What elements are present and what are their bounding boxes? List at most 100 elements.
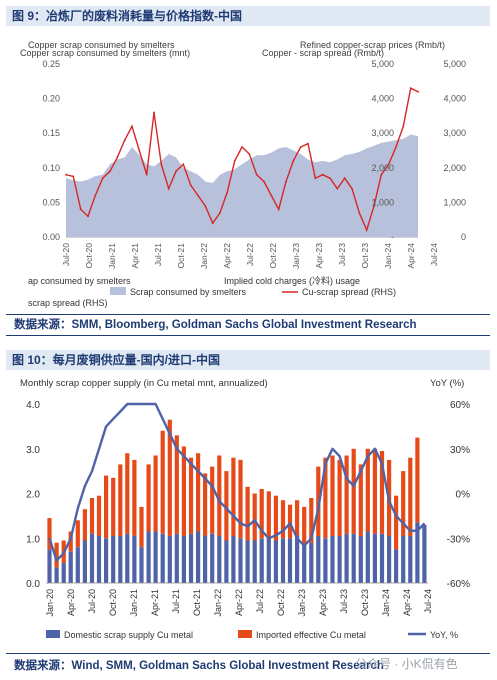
legend-item-3: scrap spread (RHS): [28, 298, 108, 308]
spread-point: [321, 173, 324, 176]
bar-domestic: [210, 533, 215, 583]
bar-domestic: [132, 536, 137, 583]
bar-imported: [146, 464, 151, 532]
y-right-tick-label: 5,000: [443, 59, 466, 69]
bar-imported: [323, 457, 328, 539]
spread-point: [307, 142, 309, 145]
legend-yoy: YoY, %: [430, 630, 458, 640]
bar-imported: [401, 471, 406, 536]
x-tick-label: Jul-23: [339, 589, 349, 614]
bar-imported: [379, 451, 385, 534]
bar-imported: [330, 455, 335, 536]
bar-domestic: [302, 545, 307, 583]
spread-point: [233, 160, 236, 162]
spread-point: [219, 211, 221, 214]
bar-imported: [372, 448, 377, 534]
bar-domestic: [89, 533, 95, 583]
legend-item-1: Scrap consumed by smelters: [130, 287, 247, 297]
spread-point: [285, 180, 287, 183]
bar-imported: [96, 495, 102, 536]
bar-imported: [351, 448, 356, 534]
x-tick-label: Jan-21: [129, 589, 139, 617]
header-right-2: Copper - scrap spread (Rmb/t): [262, 48, 384, 58]
x-tick-label: Jul-24: [423, 589, 433, 614]
bar-domestic: [401, 536, 406, 583]
bar-imported: [174, 435, 179, 534]
bar-imported: [181, 446, 186, 536]
x-tick-label: Jul-20: [87, 589, 97, 614]
bar-imported: [47, 518, 52, 550]
figure-1-title: 图 9：冶炼厂的废料消耗量与价格指数-中国: [6, 6, 490, 26]
spread-point: [94, 194, 97, 197]
spread-point: [314, 177, 317, 180]
bar-imported: [132, 459, 137, 536]
bar-imported: [266, 491, 271, 539]
bar-domestic: [111, 536, 116, 583]
bar-domestic: [394, 549, 399, 583]
y-right-tick-label: -60%: [447, 579, 470, 590]
spread-point: [292, 160, 295, 162]
y-right-tick-label: 4,000: [443, 94, 466, 104]
y-left-tick-label: 1.0: [26, 534, 40, 545]
right-axis-title: YoY (%): [430, 378, 464, 389]
bar-domestic: [61, 562, 66, 583]
bar-domestic: [153, 531, 158, 583]
bar-domestic: [160, 533, 165, 583]
x-tick-label: Apr-20: [66, 589, 76, 616]
bar-imported: [287, 504, 293, 539]
bar-domestic: [415, 522, 420, 583]
bar-domestic: [266, 538, 271, 584]
bar-domestic: [330, 536, 335, 583]
bar-imported: [273, 495, 278, 541]
y-left-tick-label: 0.0: [26, 579, 40, 590]
bar-imported: [75, 520, 80, 548]
bar-domestic: [174, 533, 179, 583]
x-tick-label: Oct-22: [276, 589, 286, 616]
spread-point: [365, 229, 368, 232]
bar-domestic: [408, 536, 413, 583]
y-right-inner-tick-label: 5,000: [371, 59, 394, 69]
bar-imported: [125, 453, 130, 534]
x-tick-label: Jul-22: [245, 243, 255, 266]
x-tick-label: Jan-21: [107, 243, 117, 269]
spread-point: [204, 205, 207, 207]
figure-2-chart: Monthly scrap copper supply (in Cu metal…: [20, 378, 470, 640]
legend-domestic: Domestic scrap supply Cu metal: [64, 630, 193, 640]
bar-domestic: [188, 533, 194, 583]
y-right-tick-label: 60%: [450, 400, 470, 411]
x-tick-label: Jan-22: [213, 589, 223, 617]
spread-point: [167, 187, 170, 190]
spread-point: [109, 170, 111, 173]
spread-point: [123, 139, 126, 141]
y-left-tick-label: 0.25: [42, 59, 60, 69]
bar-imported: [309, 498, 314, 543]
bar-imported: [210, 466, 215, 534]
bar-domestic: [358, 536, 363, 583]
bar-imported: [89, 498, 95, 534]
bar-domestic: [118, 536, 123, 583]
x-tick-label: Apr-22: [234, 589, 244, 616]
spread-point: [329, 177, 331, 180]
bar-domestic: [82, 540, 87, 583]
y-right-inner-tick-label: 2,000: [371, 163, 394, 173]
legend-swatch-domestic: [46, 630, 60, 638]
spread-point: [351, 187, 353, 190]
x-tick-label: Jan-23: [291, 243, 301, 269]
legend-item-0: ap consumed by smelters: [28, 276, 131, 286]
bar-imported: [245, 486, 250, 541]
x-tick-label: Oct-21: [192, 589, 202, 616]
x-tick-label: Oct-23: [360, 589, 370, 616]
bar-domestic: [295, 536, 300, 583]
bar-imported: [217, 455, 222, 536]
legend-imported: Imported effective Cu metal: [256, 630, 366, 640]
header-left-2: Copper scrap consumed by smelters (mnt): [20, 48, 190, 58]
x-tick-label: Jan-20: [45, 589, 55, 617]
x-tick-label: Apr-22: [222, 243, 232, 269]
bar-domestic: [379, 533, 385, 583]
x-tick-label: Jul-24: [429, 243, 439, 266]
y-left-tick-label: 0.15: [42, 128, 60, 138]
figure-1-source: 数据来源：SMM, Bloomberg, Goldman Sachs Globa…: [14, 319, 417, 331]
bar-imported: [238, 459, 243, 539]
bar-imported: [358, 464, 363, 536]
bar-domestic: [422, 524, 427, 583]
